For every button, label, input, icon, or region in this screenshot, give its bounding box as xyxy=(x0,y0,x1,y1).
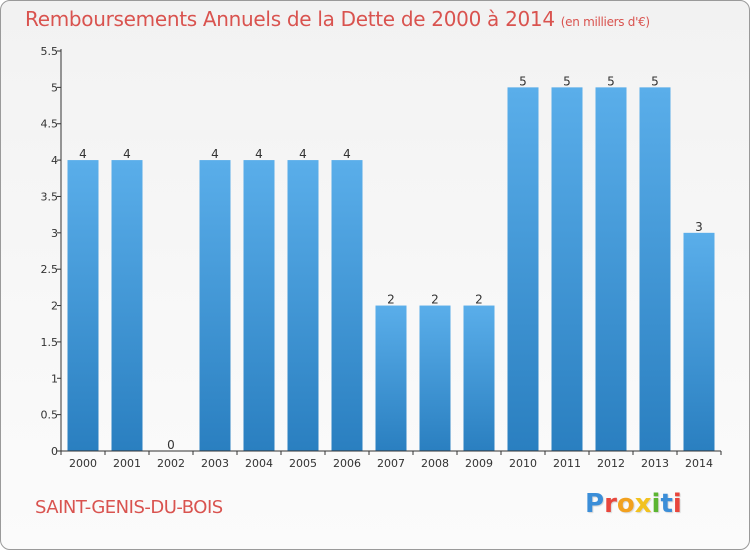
bar xyxy=(375,305,407,451)
x-tick-label: 2000 xyxy=(69,457,97,470)
data-label: 5 xyxy=(519,74,527,88)
bar xyxy=(419,305,451,451)
x-tick-label: 2009 xyxy=(465,457,493,470)
x-tick-label: 2001 xyxy=(113,457,141,470)
x-tick-label: 2003 xyxy=(201,457,229,470)
data-label: 5 xyxy=(651,74,659,88)
data-label: 4 xyxy=(343,147,351,161)
logo-letter: r xyxy=(604,489,617,519)
chart-title-text: Remboursements Annuels de la Dette de 20… xyxy=(25,7,555,31)
x-tick-label: 2010 xyxy=(509,457,537,470)
x-tick-label: 2004 xyxy=(245,457,273,470)
bar xyxy=(331,160,363,451)
y-tick-label: 1 xyxy=(51,372,58,385)
y-tick-label: 3 xyxy=(51,227,58,240)
y-tick-label: 5.5 xyxy=(41,45,59,58)
x-tick-label: 2011 xyxy=(553,457,581,470)
y-tick-label: 4.5 xyxy=(41,118,59,131)
x-tick-label: 2008 xyxy=(421,457,449,470)
bar xyxy=(243,160,275,451)
chart-unit: (en milliers d'€) xyxy=(560,15,650,29)
data-label: 4 xyxy=(79,147,87,161)
x-tick-label: 2002 xyxy=(157,457,185,470)
bar xyxy=(199,160,231,451)
bar xyxy=(463,305,495,451)
x-tick-label: 2013 xyxy=(641,457,669,470)
data-label: 3 xyxy=(695,220,703,234)
x-tick-label: 2007 xyxy=(377,457,405,470)
y-tick-label: 3.5 xyxy=(41,190,59,203)
logo-letter: t xyxy=(660,489,673,519)
data-label: 2 xyxy=(431,293,439,307)
data-label: 0 xyxy=(167,438,175,452)
logo-letter: i xyxy=(672,489,682,519)
y-tick-label: 1.5 xyxy=(41,336,59,349)
proxiti-logo: Proxiti xyxy=(585,489,682,519)
bar xyxy=(111,160,143,451)
y-tick-label: 5 xyxy=(51,81,58,94)
data-label: 2 xyxy=(475,293,483,307)
logo-letter: o xyxy=(616,489,635,519)
logo-letter: P xyxy=(585,489,605,519)
logo-letter: x xyxy=(634,489,652,519)
data-label: 4 xyxy=(123,147,131,161)
data-label: 4 xyxy=(211,147,219,161)
y-tick-label: 4 xyxy=(51,154,58,167)
y-tick-label: 2.5 xyxy=(41,263,59,276)
commune-name: SAINT-GENIS-DU-BOIS xyxy=(35,497,223,518)
bars-group: 4 4 0 4 4 4 4 2 2 2 5 5 5 5 3 xyxy=(67,74,715,452)
bar xyxy=(67,160,99,451)
bar xyxy=(287,160,319,451)
x-tick-label: 2006 xyxy=(333,457,361,470)
bar xyxy=(507,87,539,451)
data-label: 5 xyxy=(607,74,615,88)
data-label: 4 xyxy=(299,147,307,161)
data-label: 2 xyxy=(387,293,395,307)
bar xyxy=(551,87,583,451)
bar xyxy=(639,87,671,451)
x-tick-label: 2012 xyxy=(597,457,625,470)
x-tick-label: 2005 xyxy=(289,457,317,470)
y-tick-label: 0.5 xyxy=(41,409,59,422)
bar xyxy=(595,87,627,451)
logo-letter: i xyxy=(651,489,661,519)
y-tick-label: 0 xyxy=(51,445,58,458)
axes-group: 2000 2001 2002 2003 2004 2005 2006 2007 2008 2009… xyxy=(41,45,722,470)
data-label: 4 xyxy=(255,147,263,161)
x-tick-label: 2014 xyxy=(685,457,713,470)
y-tick-label: 2 xyxy=(51,300,58,313)
chart-title: Remboursements Annuels de la Dette de 20… xyxy=(25,7,650,31)
bar xyxy=(683,232,715,451)
data-label: 5 xyxy=(563,74,571,88)
